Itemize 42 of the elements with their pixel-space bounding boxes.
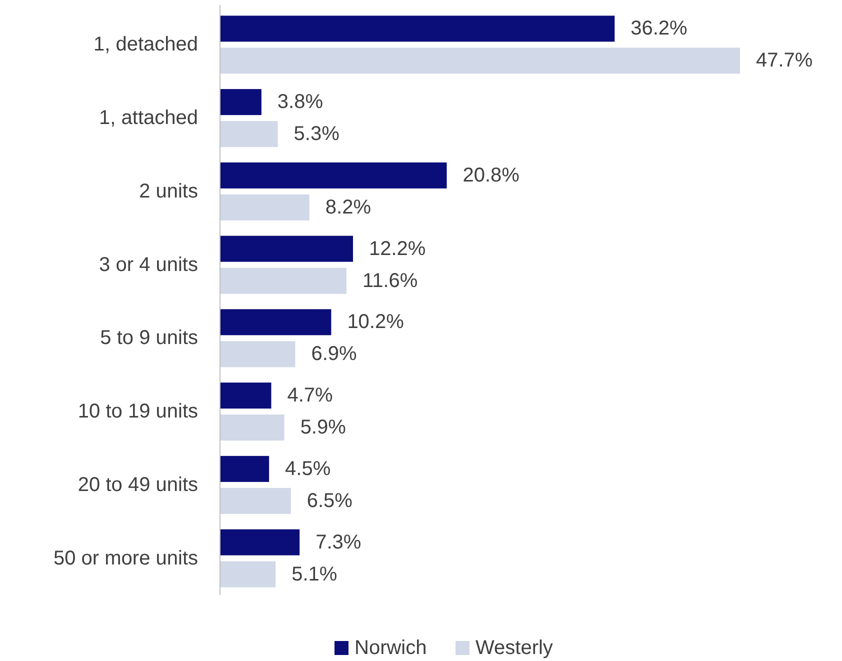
data-label: 5.1%: [292, 563, 338, 586]
data-label: 4.7%: [287, 384, 334, 407]
legend-label: Westerly: [476, 637, 553, 659]
bar: [220, 236, 353, 262]
bar: [220, 89, 262, 116]
y-tick-label: 10 to 19 units: [78, 400, 198, 423]
data-label: 4.5%: [285, 458, 331, 480]
bar: [220, 561, 276, 588]
data-label: 5.9%: [300, 416, 346, 439]
bar: [220, 268, 346, 294]
y-tick-label: 50 or more units: [53, 547, 198, 570]
y-tick-label: 1, detached: [93, 34, 198, 56]
data-label: 10.2%: [347, 311, 404, 334]
data-label: 5.3%: [294, 123, 340, 146]
data-label: 7.3%: [316, 531, 362, 554]
bar: [220, 309, 332, 336]
data-label: 20.8%: [462, 164, 520, 186]
data-label: 3.8%: [277, 91, 324, 114]
bar: [220, 162, 447, 188]
data-label: 36.2%: [630, 18, 688, 40]
bar: [220, 414, 284, 441]
bar: [220, 529, 300, 556]
y-tick-label: 1, attached: [99, 107, 198, 130]
bar: [220, 382, 272, 409]
bar: [220, 16, 615, 42]
data-label: 12.2%: [369, 238, 426, 260]
bar: [220, 194, 310, 220]
data-label: 6.5%: [306, 490, 353, 512]
data-label: 11.6%: [362, 270, 418, 292]
legend-label: Norwich: [354, 637, 427, 659]
data-label: 6.9%: [311, 343, 358, 366]
y-tick-label: 20 to 49 units: [78, 474, 198, 496]
bar: [220, 456, 270, 482]
y-tick-label: 3 or 4 units: [99, 254, 198, 276]
y-tick-label: 2 units: [139, 180, 198, 202]
bar: [220, 488, 291, 514]
bar: [220, 341, 296, 368]
bar: [220, 121, 278, 148]
data-label: 47.7%: [756, 50, 813, 72]
bar: [220, 48, 740, 74]
data-label: 8.2%: [325, 196, 372, 218]
y-tick-label: 5 to 9 units: [100, 327, 198, 350]
